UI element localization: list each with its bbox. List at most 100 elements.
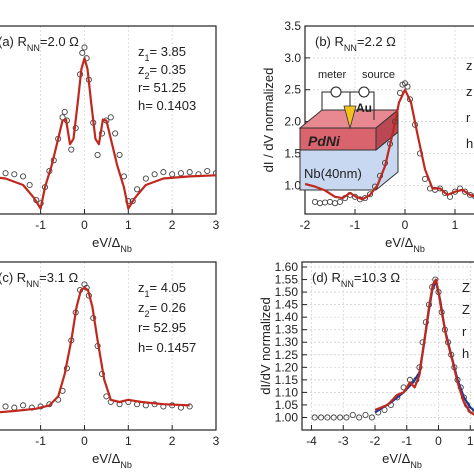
data-point	[331, 200, 339, 207]
x-tick-label: -1	[401, 434, 412, 448]
data-point	[186, 169, 193, 176]
data-point	[26, 181, 33, 189]
data-point	[20, 402, 27, 409]
data-point	[112, 130, 119, 137]
y-tick-label: 1.5	[284, 146, 301, 160]
fit-parameter: z2= 0.35	[138, 62, 186, 81]
plot-frame	[304, 25, 474, 215]
data-point	[186, 403, 193, 410]
data-point	[79, 49, 86, 56]
data-point	[321, 199, 329, 206]
data-point	[61, 108, 68, 115]
panel-label: (d) RNN=10.3 Ω	[312, 270, 400, 289]
fit-parameter: r	[466, 110, 471, 125]
data-point	[317, 414, 325, 421]
data-point	[356, 414, 363, 421]
data-point	[11, 171, 18, 178]
x-tick-label: 2	[169, 218, 176, 232]
panel-b: -2 -1 0 1 1.0 1.5 2.0 2.5 3.0 3.5 meter source Au PdN…	[261, 19, 474, 254]
data-point	[81, 44, 88, 51]
x-tick-label: -1	[350, 218, 361, 232]
data-point	[2, 170, 9, 177]
y-tick-label: 1.05	[275, 398, 299, 412]
x-tick-label: -1	[35, 218, 46, 232]
y-tick-label: 1.50	[275, 285, 299, 299]
pdni-label: PdNi	[308, 133, 341, 149]
data-point	[151, 171, 158, 178]
data-point	[461, 188, 469, 195]
data-point	[11, 404, 18, 411]
x-tick-label: 0	[81, 434, 88, 448]
fit-parameter: h	[466, 136, 473, 151]
data-point	[20, 173, 27, 180]
y-tick-label: 1.40	[275, 310, 299, 324]
x-tick-label: -2	[370, 434, 381, 448]
data-point	[421, 175, 429, 182]
x-tick-label: 1	[452, 218, 459, 232]
x-tick-label: 1	[467, 434, 474, 448]
data-point	[361, 195, 369, 202]
data-point	[177, 170, 184, 177]
current-source-icon	[358, 86, 370, 98]
x-tick-label: 3	[213, 218, 220, 232]
x-tick-label: 1	[125, 434, 132, 448]
x-tick-label: 2	[169, 434, 176, 448]
data-point	[316, 200, 324, 207]
fit-curve	[374, 281, 474, 414]
data-point	[326, 198, 334, 205]
x-tick-label: 0	[435, 434, 442, 448]
data-point	[311, 414, 318, 421]
panel-d: -4 -3 -2 -1 0 11.001.051.101.151.201.251.301.…	[258, 260, 474, 470]
fit-parameter: Z	[462, 302, 470, 317]
y-tick-label: 1.45	[275, 298, 299, 312]
x-axis-label: eV/ΔNb	[385, 235, 425, 254]
x-tick-label: -3	[338, 434, 349, 448]
meter-label: meter	[318, 69, 346, 81]
x-axis-label: eV/ΔNb	[382, 451, 422, 470]
data-point	[116, 151, 123, 158]
x-axis-label: eV/ΔNb	[92, 235, 132, 254]
x-tick-label: 0	[402, 218, 409, 232]
y-tick-label: 3.5	[284, 19, 301, 33]
panel-label: (b) RNN=2.2 Ω	[315, 34, 396, 53]
data-point	[336, 198, 344, 205]
data-point	[404, 83, 411, 90]
au-label: Au	[356, 101, 372, 115]
y-tick-label: 1.10	[275, 385, 299, 399]
fit-parameter: h= 0.1457	[138, 340, 196, 355]
data-point	[134, 186, 141, 193]
fit-parameter: r= 51.25	[138, 80, 186, 95]
x-axis-label: eV/ΔNb	[92, 451, 132, 470]
fit-curve	[374, 278, 474, 416]
fit-curve	[0, 57, 216, 210]
fit-parameter: z1= 4.05	[138, 280, 186, 299]
y-tick-label: 2.5	[284, 83, 301, 97]
y-tick-label: 1.20	[275, 360, 299, 374]
x-tick-label: -1	[35, 434, 46, 448]
data-point	[142, 175, 149, 182]
plot-frame	[0, 25, 217, 215]
source-label: source	[362, 69, 395, 81]
y-tick-label: 2.0	[284, 115, 301, 129]
device-schematic: meter source Au PdNi Nb(40nm)	[298, 69, 400, 191]
data-point	[204, 167, 211, 175]
fit-parameter: r= 52.95	[138, 320, 186, 335]
data-point	[366, 191, 374, 198]
data-point	[311, 198, 319, 205]
data-point	[129, 198, 136, 205]
fit-parameter: r	[462, 324, 467, 339]
x-tick-label: 1	[125, 218, 132, 232]
y-tick-label: 1.55	[275, 273, 299, 287]
data-point	[441, 189, 449, 197]
data-point	[343, 414, 350, 421]
fit-parameter: h= 0.1403	[138, 98, 196, 113]
fit-parameter: z	[466, 84, 473, 99]
data-point	[368, 414, 375, 421]
data-point	[337, 414, 344, 421]
data-point	[330, 414, 337, 421]
voltmeter-icon	[330, 86, 342, 98]
data-point	[362, 411, 369, 419]
